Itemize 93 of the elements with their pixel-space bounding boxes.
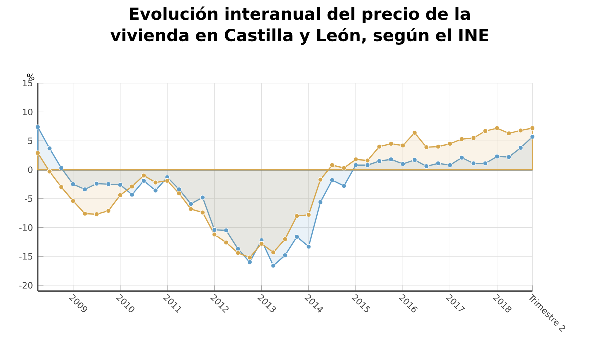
y-tick-label: 10 — [23, 108, 33, 116]
point — [494, 154, 500, 160]
point — [188, 202, 194, 207]
y-tick-label: -15 — [20, 253, 33, 260]
point — [306, 212, 312, 218]
point — [388, 141, 394, 147]
point — [271, 263, 276, 268]
point — [282, 252, 288, 258]
y-axis-title: % — [27, 74, 35, 80]
point — [82, 187, 88, 192]
point — [294, 214, 300, 219]
point — [106, 208, 112, 214]
point — [59, 166, 64, 171]
point — [188, 206, 194, 212]
point — [106, 182, 112, 187]
point — [212, 232, 218, 238]
point — [342, 184, 347, 189]
point — [259, 241, 264, 246]
point — [424, 144, 430, 150]
point — [412, 158, 418, 163]
point — [94, 212, 100, 218]
point — [200, 210, 206, 216]
point — [294, 234, 300, 240]
point — [318, 177, 324, 182]
point — [494, 126, 500, 131]
point — [483, 161, 488, 166]
point — [318, 200, 324, 205]
point — [306, 244, 312, 250]
point — [424, 164, 430, 170]
y-tick-label: 0 — [28, 166, 33, 174]
point — [448, 141, 453, 147]
point — [377, 158, 382, 164]
point — [412, 130, 418, 136]
point — [483, 128, 488, 134]
point — [236, 250, 241, 256]
point — [330, 162, 335, 168]
point — [282, 236, 288, 242]
point — [118, 192, 123, 198]
point — [271, 250, 276, 256]
point — [377, 144, 382, 150]
point — [70, 198, 76, 204]
point — [200, 195, 206, 200]
point — [165, 178, 170, 184]
point — [448, 162, 453, 168]
point — [459, 155, 465, 160]
point — [436, 161, 441, 166]
point — [247, 255, 253, 260]
point — [353, 157, 359, 162]
point — [365, 158, 370, 164]
point — [224, 228, 229, 234]
point — [47, 146, 52, 152]
point — [59, 184, 64, 190]
point — [436, 144, 441, 150]
point — [176, 191, 182, 196]
chart-title: Evolución interanual del precio de la vivienda en Castilla y León, según el INE — [110, 6, 488, 45]
point — [400, 143, 406, 148]
point — [118, 182, 123, 188]
point — [35, 150, 41, 156]
y-tick-label: -10 — [20, 224, 33, 232]
point — [82, 211, 88, 216]
point — [153, 188, 158, 194]
y-tick-label: 5 — [28, 138, 33, 144]
point — [35, 124, 41, 130]
point — [130, 192, 135, 198]
y-tick-label: 15 — [23, 80, 33, 87]
point — [471, 136, 476, 141]
y-tick-label: -20 — [20, 282, 33, 289]
point — [506, 131, 512, 136]
point — [330, 178, 335, 183]
point — [518, 128, 524, 134]
point — [530, 126, 536, 131]
point — [247, 260, 253, 265]
point — [530, 134, 536, 140]
point — [518, 146, 524, 151]
point — [176, 187, 182, 192]
point — [459, 136, 465, 142]
point — [388, 157, 394, 162]
point — [342, 166, 347, 171]
point — [471, 161, 476, 166]
point — [70, 182, 76, 187]
point — [94, 181, 100, 186]
point — [47, 169, 52, 174]
point — [365, 162, 370, 168]
point — [141, 173, 147, 178]
y-tick-label: -5 — [25, 196, 33, 202]
point — [212, 228, 218, 233]
point — [130, 184, 135, 190]
point — [224, 240, 229, 246]
point — [400, 162, 406, 167]
point — [353, 162, 359, 168]
point — [506, 154, 512, 160]
point — [141, 178, 147, 184]
point — [153, 180, 158, 186]
